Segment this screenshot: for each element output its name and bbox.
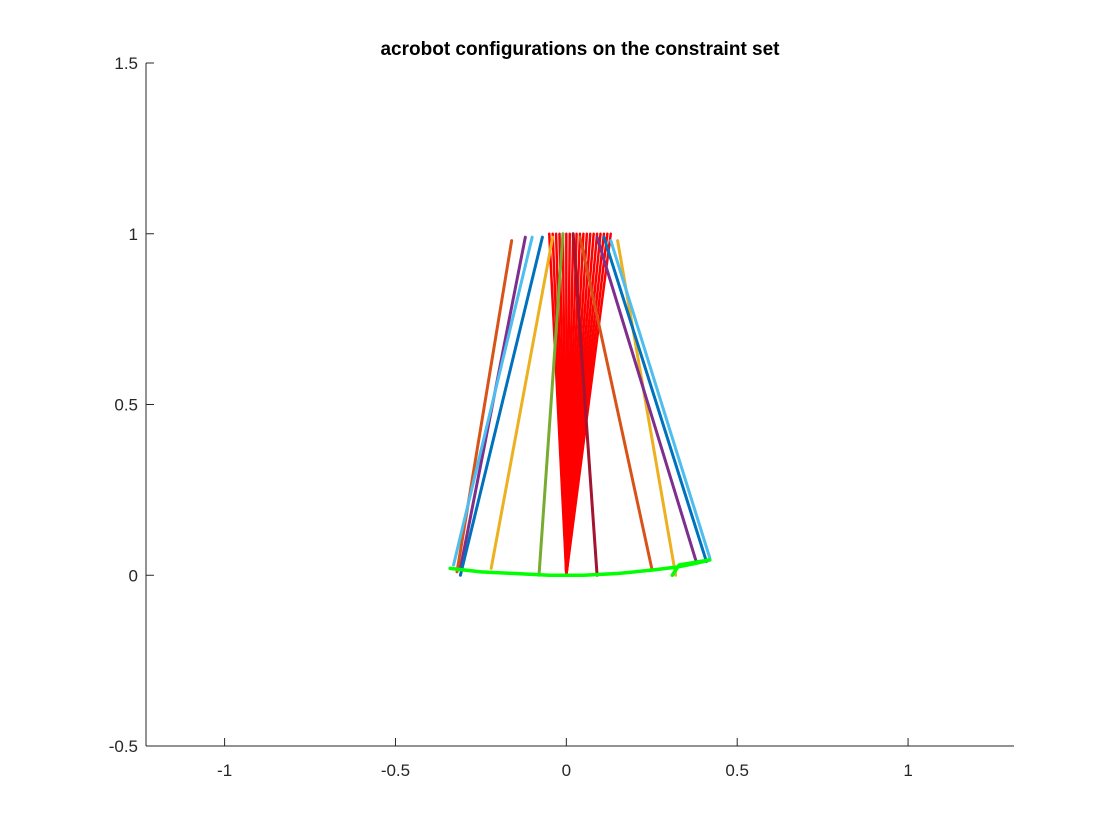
- configuration-link-3: [458, 235, 544, 577]
- x-tick-label: 1: [903, 761, 912, 780]
- plot-area: [448, 232, 712, 577]
- configuration-link-5: [537, 232, 565, 577]
- configuration-link-2: [452, 235, 534, 567]
- foot-trajectory-line: [448, 558, 712, 577]
- configuration-link-6: [571, 232, 599, 577]
- x-tick-label: -1: [217, 761, 232, 780]
- y-tick-label: 0: [129, 566, 138, 585]
- axes: -1 -0.5 0 0.5 1 -0.5 0 0.5 1 1.5: [109, 54, 1014, 780]
- x-tick-label: -0.5: [381, 761, 410, 780]
- y-tick-label: 1: [129, 225, 138, 244]
- y-tick-label: -0.5: [109, 737, 138, 756]
- y-tick-label: 1.5: [114, 54, 138, 73]
- configuration-link-11: [609, 239, 712, 560]
- red-fan-line-18: [565, 232, 613, 577]
- x-tick-label: 0: [562, 761, 571, 780]
- y-tick-label: 0.5: [114, 396, 138, 415]
- chart-title: acrobot configurations on the constraint…: [380, 39, 780, 60]
- configuration-link-4: [489, 235, 555, 570]
- configuration-link-9: [595, 235, 698, 564]
- configuration-link-10: [602, 235, 708, 564]
- configuration-link-7: [578, 235, 654, 570]
- x-tick-label: 0.5: [725, 761, 749, 780]
